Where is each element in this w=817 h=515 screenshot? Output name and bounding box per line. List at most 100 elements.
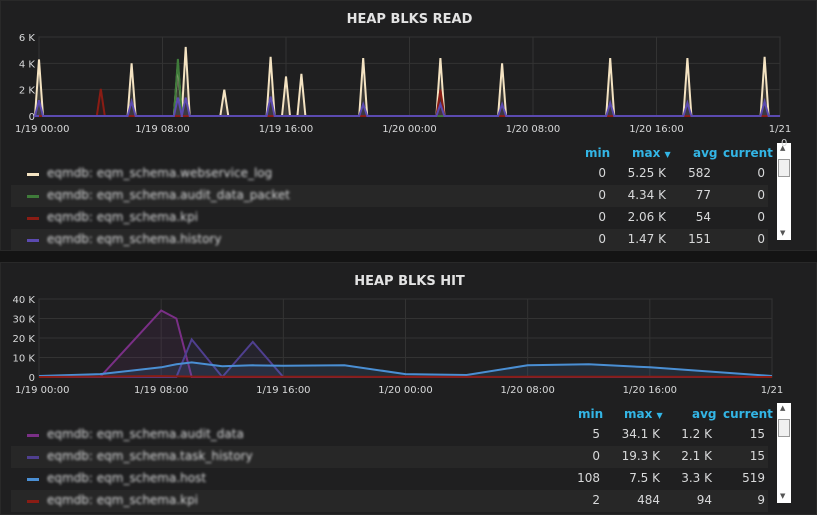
- legend-header-max[interactable]: max ▼: [624, 407, 663, 421]
- series-area: [39, 310, 772, 377]
- panel-heap-blks-hit: HEAP BLKS HIT 40 K 30 K 20 K 10 K 0 1/19 00:…: [0, 262, 817, 515]
- series-name[interactable]: eqmdb: eqm_schema.task_history: [47, 449, 253, 463]
- series-area: [35, 96, 780, 116]
- y-tick-label: 6 K: [19, 33, 36, 44]
- series-min: 108: [577, 471, 600, 485]
- series-line[interactable]: [38, 375, 773, 378]
- legend-header-max[interactable]: max ▼: [632, 146, 671, 160]
- series-color-swatch[interactable]: [27, 478, 39, 481]
- series-max: 4.34 K: [627, 188, 666, 202]
- sort-desc-icon: ▼: [656, 411, 663, 420]
- series-color-swatch[interactable]: [27, 456, 39, 459]
- y-tick-label: 30 K: [13, 315, 36, 326]
- legend-scrollbar[interactable]: ▲ ▼: [777, 143, 791, 240]
- scroll-up-arrow-icon[interactable]: ▲: [780, 144, 786, 152]
- series-current: 519: [742, 471, 765, 485]
- series-max: 2.06 K: [627, 210, 666, 224]
- series-line[interactable]: [33, 96, 780, 117]
- y-tick-label: 40 K: [13, 295, 36, 306]
- legend-row[interactable]: eqmdb: eqm_schema.kpi 0 2.06 K 54 0: [11, 207, 768, 229]
- legend-header-min[interactable]: min: [585, 146, 611, 160]
- x-tick-label: 1/20 16:00: [623, 385, 677, 396]
- series-area: [39, 362, 772, 377]
- legend-header-avg[interactable]: avg: [692, 407, 717, 421]
- legend-row[interactable]: eqmdb: eqm_schema.history 0 1.47 K 151 0: [11, 229, 768, 250]
- x-tick-label: 1/19 16:00: [256, 385, 310, 396]
- x-tick-label: 1/19 00:00: [15, 385, 69, 396]
- series-current: 0: [757, 232, 765, 246]
- series-min: 0: [598, 188, 606, 202]
- series-line[interactable]: [33, 46, 780, 117]
- series-name[interactable]: eqmdb: eqm_schema.history: [47, 232, 222, 246]
- series-min: 0: [598, 232, 606, 246]
- x-tick-label: 1/20 16:00: [629, 124, 683, 135]
- legend-header-max-label: max: [624, 407, 653, 421]
- series-name[interactable]: eqmdb: eqm_schema.audit_data: [47, 427, 244, 441]
- series-avg: 1.2 K: [681, 427, 712, 441]
- series-current: 0: [757, 166, 765, 180]
- series-area: [39, 339, 772, 377]
- sort-desc-icon: ▼: [664, 150, 671, 159]
- y-tick-label: 0: [29, 112, 35, 123]
- series-name[interactable]: eqmdb: eqm_schema.kpi: [47, 210, 199, 224]
- legend-row[interactable]: eqmdb: eqm_schema.task_history 0 19.3 K …: [11, 446, 768, 468]
- series-max: 34.1 K: [621, 427, 660, 441]
- y-tick-label: 2 K: [19, 86, 36, 97]
- x-tick-label: 1/19 08:00: [135, 124, 189, 135]
- heap-blks-hit-chart: 40 K 30 K 20 K 10 K 0 1/19 00:00 1/19 08:00 1/…: [13, 295, 784, 396]
- series-color-swatch[interactable]: [27, 217, 39, 220]
- scroll-up-arrow-icon[interactable]: ▲: [780, 404, 786, 412]
- series-max: 7.5 K: [629, 471, 660, 485]
- x-tick-label: 1/20 08:00: [500, 385, 554, 396]
- series-name[interactable]: eqmdb: eqm_schema.audit_data_packet: [47, 188, 290, 202]
- legend-row[interactable]: eqmdb: eqm_schema.host 108 7.5 K 3.3 K 5…: [11, 468, 768, 490]
- series-avg: 54: [695, 210, 711, 224]
- series-name[interactable]: eqmdb: eqm_schema.kpi: [47, 493, 199, 507]
- series-min: 0: [592, 449, 600, 463]
- series-color-swatch[interactable]: [27, 500, 39, 503]
- series-current: 9: [757, 493, 765, 507]
- heap-blks-read-chart: 6 K 4 K 2 K 0 1/19 00:00 1/19 08:00 1/19 16:0…: [15, 33, 791, 135]
- series-area: [35, 46, 780, 116]
- series-color-swatch[interactable]: [27, 239, 39, 242]
- series-color-swatch[interactable]: [27, 434, 39, 437]
- x-tick-label: 1/20 08:00: [506, 124, 560, 135]
- series-avg: 77: [695, 188, 711, 202]
- scroll-down-arrow-icon[interactable]: ▼: [780, 229, 786, 237]
- series-avg: 94: [696, 493, 712, 507]
- series-color-swatch[interactable]: [27, 173, 39, 176]
- series-line[interactable]: [38, 361, 773, 377]
- series-max: 484: [637, 493, 660, 507]
- series-name[interactable]: eqmdb: eqm_schema.webservice_log: [47, 166, 273, 180]
- legend-header-min[interactable]: min: [578, 407, 604, 421]
- x-tick-label: 1/20 00:00: [382, 124, 436, 135]
- legend-header-avg[interactable]: avg: [693, 146, 718, 160]
- series-min: 2: [592, 493, 600, 507]
- legend-row[interactable]: eqmdb: eqm_schema.webservice_log 0 5.25 …: [11, 163, 768, 185]
- legend-row[interactable]: eqmdb: eqm_schema.audit_data 5 34.1 K 1.…: [11, 424, 768, 446]
- x-tick-label: 1/19 00:00: [15, 124, 69, 135]
- scrollbar-thumb[interactable]: [778, 419, 790, 437]
- series-name[interactable]: eqmdb: eqm_schema.host: [47, 471, 207, 485]
- series-color-swatch[interactable]: [27, 195, 39, 198]
- series-current: 15: [749, 449, 765, 463]
- panel-title[interactable]: HEAP BLKS HIT: [354, 274, 465, 289]
- y-tick-label: 0: [29, 373, 35, 384]
- y-tick-label: 4 K: [19, 59, 36, 70]
- series-current: 0: [757, 188, 765, 202]
- series-max: 1.47 K: [627, 232, 666, 246]
- series-max: 19.3 K: [621, 449, 660, 463]
- legend-row[interactable]: eqmdb: eqm_schema.kpi 2 484 94 9: [11, 490, 768, 512]
- legend-header-max-label: max: [632, 146, 661, 160]
- legend-scrollbar[interactable]: ▲ ▼: [777, 403, 791, 503]
- scroll-down-arrow-icon[interactable]: ▼: [780, 492, 786, 500]
- series-avg: 582: [688, 166, 711, 180]
- legend-header-current[interactable]: current: [723, 146, 773, 160]
- series-current: 0: [757, 210, 765, 224]
- scrollbar-thumb[interactable]: [778, 159, 790, 177]
- legend-header-current[interactable]: current: [723, 407, 773, 421]
- legend-row[interactable]: eqmdb: eqm_schema.audit_data_packet 0 4.…: [11, 185, 768, 207]
- scroll-edge-label: 0: [781, 138, 788, 149]
- x-tick-label: 1/20 00:00: [378, 385, 432, 396]
- panel-title[interactable]: HEAP BLKS READ: [346, 12, 473, 27]
